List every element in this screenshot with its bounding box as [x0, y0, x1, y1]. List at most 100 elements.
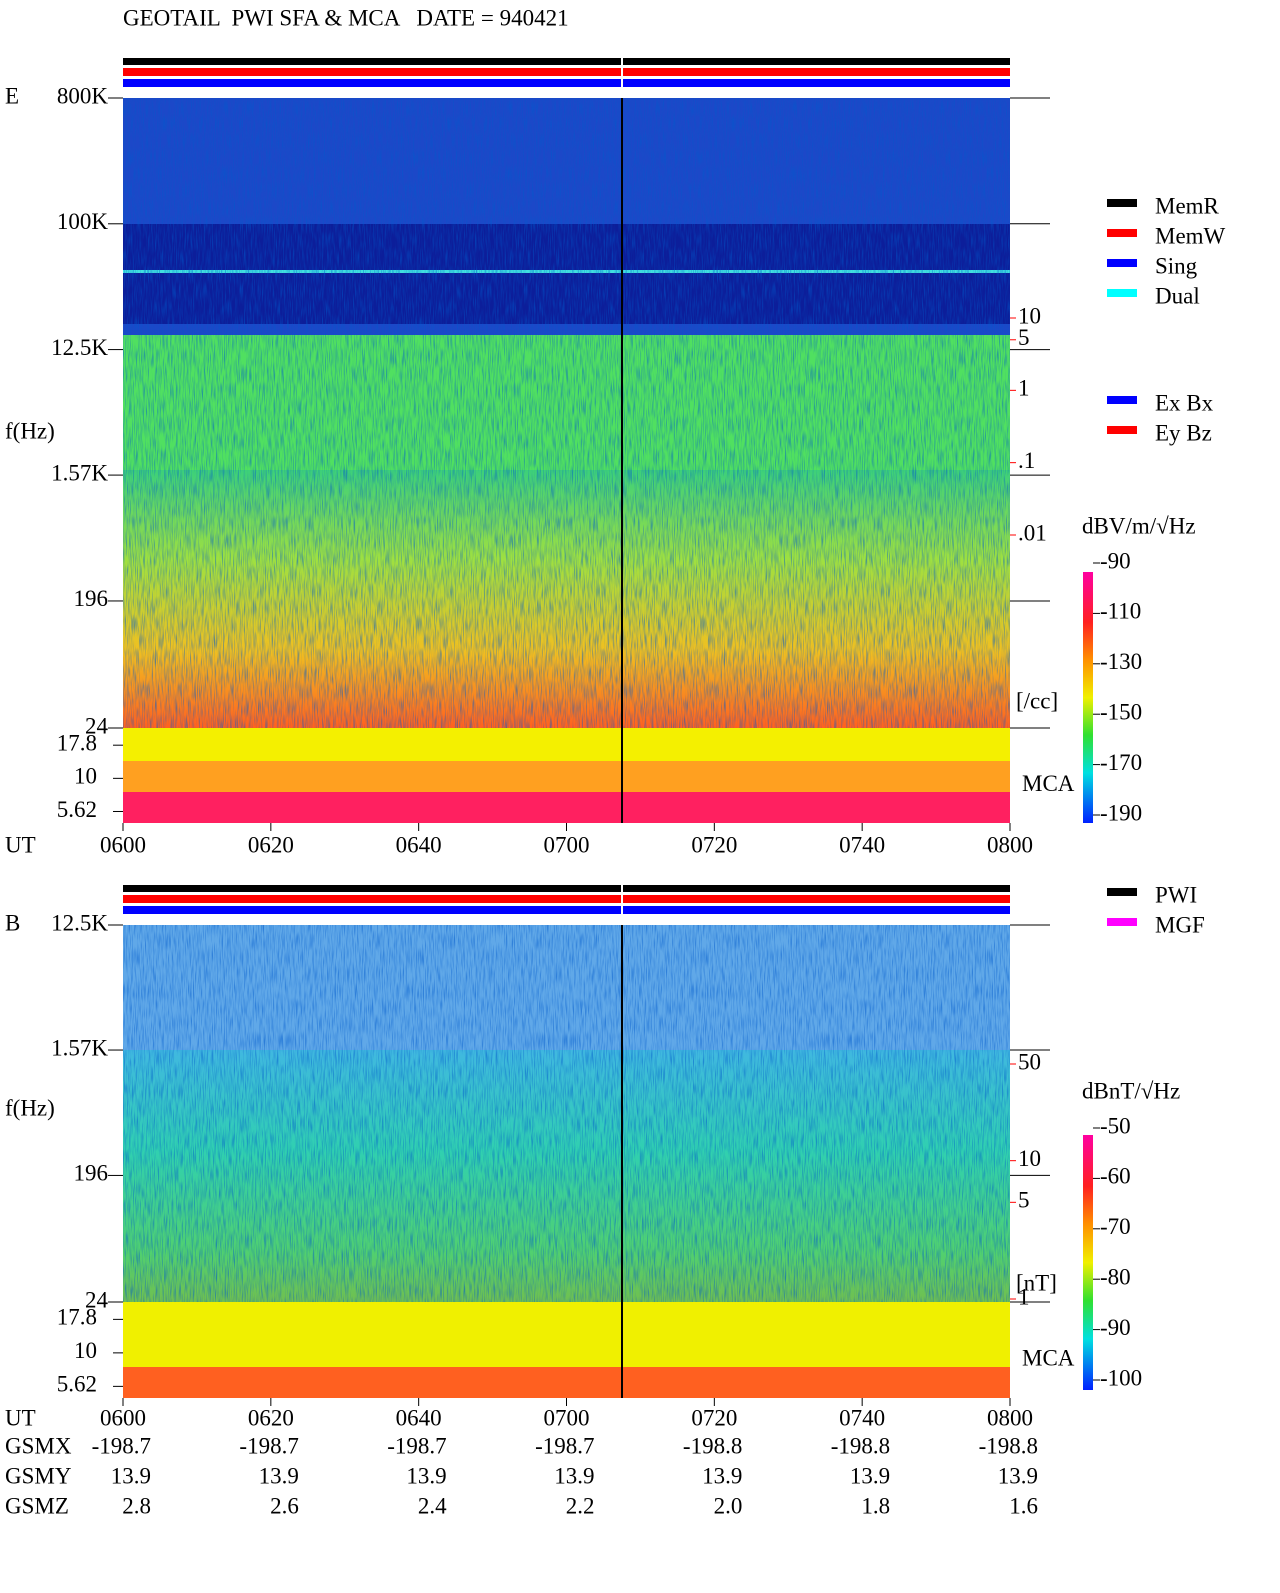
colorbar-tick-label: -50 — [1100, 1113, 1131, 1138]
orbit-value: 13.9 — [850, 1463, 890, 1488]
spectrogram-e — [123, 58, 1010, 823]
panel-label: B — [5, 910, 20, 935]
legend-swatch — [1107, 888, 1137, 896]
x-tick-label: 0720 — [691, 1405, 737, 1430]
density-tick-label: 50 — [1018, 1049, 1041, 1074]
colorbar-tick-label: -90 — [1100, 548, 1131, 573]
density-tick-label: .01 — [1018, 520, 1047, 545]
y-axis-label: f(Hz) — [5, 1095, 55, 1120]
x-axis-label: UT — [5, 1405, 36, 1430]
colorbar-tick-label: -100 — [1100, 1365, 1142, 1390]
legend-label: Ey Bz — [1155, 420, 1212, 445]
legend-swatch — [1107, 426, 1137, 434]
orbit-value: 13.9 — [554, 1463, 594, 1488]
orbit-value: 13.9 — [702, 1463, 742, 1488]
x-axis-label: UT — [5, 832, 36, 857]
x-tick-label: 0600 — [100, 1405, 146, 1430]
y-tick-label: 1.57K — [51, 460, 108, 485]
y-tick-label: 800K — [57, 83, 109, 108]
title: GEOTAIL PWI SFA & MCA DATE = 940421 — [123, 5, 569, 30]
x-tick-label: 0700 — [544, 1405, 590, 1430]
x-tick-label: 0620 — [248, 832, 294, 857]
orbit-value: 13.9 — [111, 1463, 151, 1488]
orbit-value: 2.8 — [122, 1493, 151, 1518]
x-tick-label: 0620 — [248, 1405, 294, 1430]
spectrogram-b — [123, 885, 1010, 1398]
orbit-value: 2.6 — [270, 1493, 299, 1518]
colorbar — [1083, 1135, 1093, 1390]
y-tick-label: 24 — [85, 1287, 109, 1312]
x-tick-label: 0740 — [839, 832, 885, 857]
orbit-value: -198.8 — [683, 1433, 742, 1458]
y-tick-label: 24 — [85, 713, 109, 738]
mca-tick-label: 17.8 — [57, 1305, 97, 1330]
colorbar-tick-label: -70 — [1100, 1214, 1131, 1239]
orbit-value: 1.6 — [1009, 1493, 1038, 1518]
orbit-name: GSMX — [5, 1433, 72, 1458]
mca-tick-label: 5.62 — [57, 1372, 97, 1397]
legend-swatch — [1107, 918, 1137, 926]
orbit-name: GSMY — [5, 1463, 72, 1488]
y-axis-label: f(Hz) — [5, 418, 55, 443]
x-tick-label: 0720 — [691, 832, 737, 857]
y-tick-label: 100K — [57, 209, 109, 234]
colorbar-label: dBnT/√Hz — [1082, 1078, 1180, 1103]
panel-label: E — [5, 83, 19, 108]
x-tick-label: 0640 — [396, 1405, 442, 1430]
colorbar-tick-label: -80 — [1100, 1264, 1131, 1289]
density-tick-label: 1 — [1018, 376, 1030, 401]
legend-swatch — [1107, 199, 1137, 207]
legend-label: Sing — [1155, 253, 1198, 278]
legend-swatch — [1107, 289, 1137, 297]
density-tick-label: 1 — [1018, 1284, 1030, 1309]
colorbar-tick-label: -60 — [1100, 1164, 1131, 1189]
y-tick-label: 12.5K — [51, 335, 108, 360]
legend-swatch — [1107, 229, 1137, 237]
density-tick-label: 5 — [1018, 1188, 1030, 1213]
mca-tick-label: 17.8 — [57, 730, 97, 755]
legend-label: MGF — [1155, 912, 1205, 937]
density-tick-label: 10 — [1018, 1146, 1041, 1171]
colorbar-tick-label: -130 — [1100, 649, 1142, 674]
orbit-value: -198.7 — [92, 1433, 151, 1458]
legend-label: PWI — [1155, 882, 1197, 907]
orbit-value: 13.9 — [998, 1463, 1038, 1488]
colorbar-tick-label: -110 — [1100, 599, 1141, 624]
x-tick-label: 0740 — [839, 1405, 885, 1430]
density-unit: [nT] — [1016, 1270, 1057, 1295]
colorbar-tick-label: -150 — [1100, 699, 1142, 724]
orbit-name: GSMZ — [5, 1493, 69, 1518]
y-tick-label: 12.5K — [51, 910, 108, 935]
y-tick-label: 196 — [74, 586, 109, 611]
colorbar-tick-label: -190 — [1100, 800, 1142, 825]
orbit-value: 13.9 — [406, 1463, 446, 1488]
orbit-value: -198.7 — [239, 1433, 298, 1458]
mca-tick-label: 10 — [74, 1338, 97, 1363]
legend-swatch — [1107, 396, 1137, 404]
colorbar-label: dBV/m/√Hz — [1082, 513, 1196, 538]
mca-tick-label: 5.62 — [57, 797, 97, 822]
legend-label: MemW — [1155, 223, 1226, 248]
y-tick-label: 1.57K — [51, 1035, 108, 1060]
mca-tick-label: 10 — [74, 764, 97, 789]
density-tick-label: 10 — [1018, 303, 1041, 328]
x-tick-label: 0800 — [987, 832, 1033, 857]
orbit-value: -198.8 — [979, 1433, 1038, 1458]
legend-swatch — [1107, 259, 1137, 267]
density-unit: [/cc] — [1016, 688, 1058, 713]
orbit-value: -198.7 — [535, 1433, 594, 1458]
orbit-value: 2.0 — [714, 1493, 743, 1518]
legend-label: Ex Bx — [1155, 390, 1214, 415]
legend-label: Dual — [1155, 283, 1200, 308]
x-tick-label: 0600 — [100, 832, 146, 857]
x-tick-label: 0800 — [987, 1405, 1033, 1430]
orbit-value: 1.8 — [861, 1493, 890, 1518]
orbit-value: -198.8 — [831, 1433, 890, 1458]
y-tick-label: 196 — [74, 1161, 109, 1186]
colorbar-tick-label: -170 — [1100, 750, 1142, 775]
colorbar — [1083, 572, 1093, 823]
x-tick-label: 0700 — [544, 832, 590, 857]
density-tick-label: .1 — [1018, 448, 1035, 473]
x-tick-label: 0640 — [396, 832, 442, 857]
